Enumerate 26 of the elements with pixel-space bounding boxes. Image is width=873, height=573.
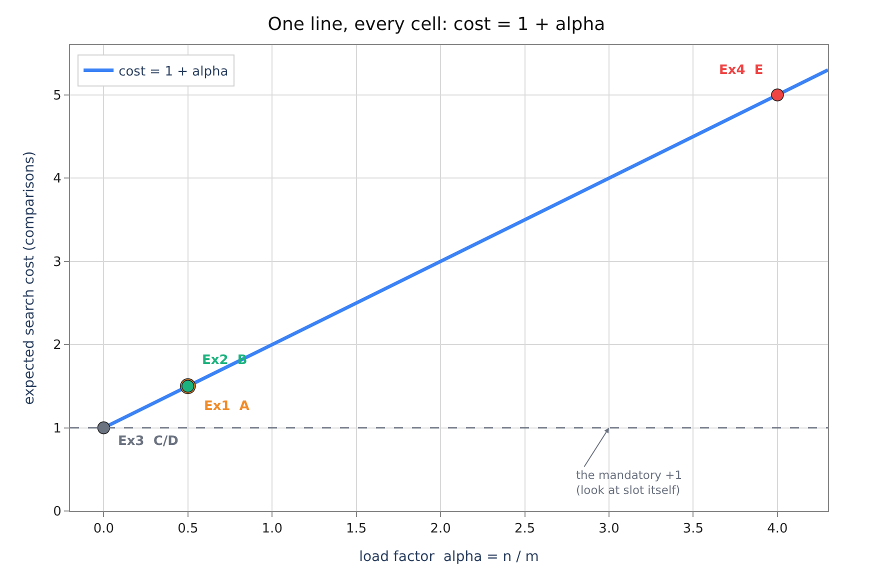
x-tick-label: 3.5 xyxy=(682,522,704,537)
x-axis-title: load factor alpha = n / m xyxy=(359,548,539,565)
x-tick-label: 2.0 xyxy=(430,522,451,537)
y-tick-label: 4 xyxy=(53,172,62,187)
x-tick-label: 3.0 xyxy=(598,522,620,537)
series-label: Ex4 E xyxy=(719,63,764,78)
y-tick-label: 0 xyxy=(53,504,62,520)
point xyxy=(97,421,110,434)
legend-label: cost = 1 + alpha xyxy=(118,64,228,80)
x-tick-label: 4.0 xyxy=(767,522,788,537)
chart-title: One line, every cell: cost = 1 + alpha xyxy=(268,14,606,35)
y-tick-label: 1 xyxy=(53,421,62,436)
x-tick-label: 0.5 xyxy=(178,522,198,537)
series-label: Ex1 A xyxy=(204,399,250,414)
y-tick-label: 3 xyxy=(53,254,62,270)
y-tick-label: 2 xyxy=(53,338,62,354)
series-label: Ex3 C/D xyxy=(118,434,179,449)
y-tick-label: 5 xyxy=(53,88,62,104)
x-tick-label: 0.0 xyxy=(93,522,114,537)
point xyxy=(771,88,784,102)
series-label: Ex2 B xyxy=(202,353,248,368)
x-tick-label: 1.5 xyxy=(346,522,367,537)
y-axis-title: expected search cost (comparisons) xyxy=(22,151,38,405)
annotation: the mandatory +1 (look at slot itself) xyxy=(576,468,682,497)
x-tick-label: 1.0 xyxy=(262,522,282,537)
x-tick-label: 2.5 xyxy=(514,522,536,537)
